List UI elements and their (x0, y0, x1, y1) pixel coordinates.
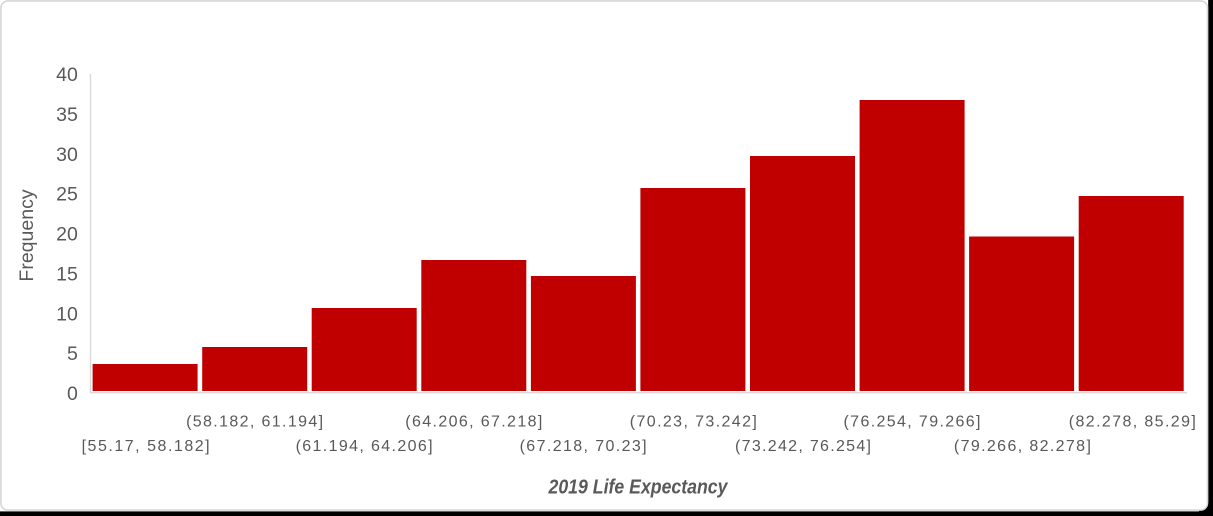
svg-text:(67.218, 70.23]: (67.218, 70.23] (520, 438, 647, 455)
svg-text:15: 15 (56, 263, 78, 285)
svg-text:(70.23, 73.242]: (70.23, 73.242] (630, 414, 757, 431)
svg-text:25: 25 (56, 184, 78, 206)
svg-text:20: 20 (56, 224, 78, 246)
svg-text:Frequency: Frequency (16, 189, 38, 281)
svg-text:5: 5 (67, 343, 78, 365)
svg-text:40: 40 (56, 64, 78, 86)
svg-text:30: 30 (56, 144, 78, 166)
svg-text:10: 10 (56, 303, 78, 325)
svg-text:[55.17, 58.182]: [55.17, 58.182] (82, 438, 210, 455)
svg-text:2019 Life Expectancy: 2019 Life Expectancy (548, 476, 729, 499)
svg-text:0: 0 (67, 383, 78, 405)
svg-text:35: 35 (56, 104, 78, 126)
svg-text:(82.278, 85.29]: (82.278, 85.29] (1069, 414, 1196, 431)
